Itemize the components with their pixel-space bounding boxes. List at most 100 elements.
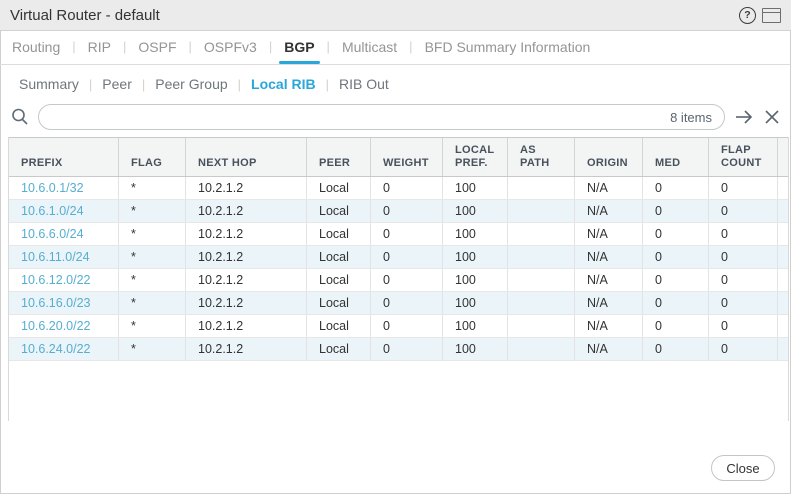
table-row[interactable]: 10.6.1.0/24 * 10.2.1.2 Local 0 100 N/A 0 0 bbox=[9, 200, 788, 223]
tab-separator: | bbox=[141, 76, 146, 92]
local-rib-table: PREFIX FLAG NEXT HOP PEER WEIGHT LOCAL PREF. A… bbox=[8, 137, 789, 421]
table-row[interactable]: 10.6.24.0/22 * 10.2.1.2 Local 0 100 N/A 0 0 bbox=[9, 338, 788, 361]
tab-peer-group[interactable]: Peer Group bbox=[155, 76, 228, 92]
cell-origin: N/A bbox=[575, 292, 643, 314]
table-row[interactable]: 10.6.6.0/24 * 10.2.1.2 Local 0 100 N/A 0 0 bbox=[9, 223, 788, 246]
prefix-link[interactable]: 10.6.0.1/32 bbox=[9, 177, 119, 199]
cell-med: 0 bbox=[643, 177, 709, 199]
column-header-next-hop[interactable]: NEXT HOP bbox=[186, 138, 307, 176]
prefix-link[interactable]: 10.6.12.0/22 bbox=[9, 269, 119, 291]
window-icon[interactable] bbox=[762, 7, 781, 23]
cell-med: 0 bbox=[643, 200, 709, 222]
column-header-local-pref[interactable]: LOCAL PREF. bbox=[443, 138, 508, 176]
search-input[interactable] bbox=[51, 108, 671, 126]
column-header-prefix[interactable]: PREFIX bbox=[9, 138, 119, 176]
cell-as-path bbox=[508, 315, 575, 337]
scrollbar-gutter-cell bbox=[778, 315, 788, 337]
cell-flag: * bbox=[119, 246, 186, 268]
tab-rib-out[interactable]: RIB Out bbox=[339, 76, 389, 92]
cell-peer: Local bbox=[307, 200, 371, 222]
sub-tabs: Summary | Peer | Peer Group | Local RIB | RIB Ou… bbox=[0, 65, 791, 101]
cell-weight: 0 bbox=[371, 200, 443, 222]
column-header-flap-count[interactable]: FLAP COUNT bbox=[709, 138, 778, 176]
cell-local-pref: 100 bbox=[443, 269, 508, 291]
tab-local-rib[interactable]: Local RIB bbox=[251, 76, 316, 92]
cell-local-pref: 100 bbox=[443, 200, 508, 222]
table-row[interactable]: 10.6.11.0/24 * 10.2.1.2 Local 0 100 N/A 0 0 bbox=[9, 246, 788, 269]
tab-separator: | bbox=[88, 76, 93, 92]
apply-filter-arrow-icon[interactable] bbox=[733, 107, 755, 127]
cell-flag: * bbox=[119, 177, 186, 199]
cell-origin: N/A bbox=[575, 315, 643, 337]
clear-filter-x-icon[interactable] bbox=[763, 108, 781, 126]
table-row[interactable]: 10.6.12.0/22 * 10.2.1.2 Local 0 100 N/A 0 0 bbox=[9, 269, 788, 292]
prefix-link[interactable]: 10.6.16.0/23 bbox=[9, 292, 119, 314]
cell-med: 0 bbox=[643, 338, 709, 360]
cell-flag: * bbox=[119, 269, 186, 291]
prefix-link[interactable]: 10.6.24.0/22 bbox=[9, 338, 119, 360]
tab-separator: | bbox=[325, 76, 329, 92]
help-icon[interactable]: ? bbox=[739, 6, 756, 24]
column-header-origin[interactable]: ORIGIN bbox=[575, 138, 643, 176]
filter-bar: 8 items bbox=[0, 101, 791, 137]
tab-ospfv3[interactable]: OSPFv3 bbox=[203, 39, 257, 55]
tab-separator: | bbox=[237, 76, 242, 92]
search-icon bbox=[10, 107, 30, 127]
prefix-link[interactable]: 10.6.20.0/22 bbox=[9, 315, 119, 337]
cell-weight: 0 bbox=[371, 269, 443, 291]
items-count: 8 items bbox=[670, 109, 712, 125]
cell-as-path bbox=[508, 292, 575, 314]
column-header-med[interactable]: MED bbox=[643, 138, 709, 176]
tab-peer[interactable]: Peer bbox=[102, 76, 132, 92]
tab-separator: | bbox=[123, 39, 127, 54]
table-row[interactable]: 10.6.20.0/22 * 10.2.1.2 Local 0 100 N/A 0 0 bbox=[9, 315, 788, 338]
cell-med: 0 bbox=[643, 269, 709, 291]
cell-flag: * bbox=[119, 315, 186, 337]
prefix-link[interactable]: 10.6.11.0/24 bbox=[9, 246, 119, 268]
tab-bfd-summary-information[interactable]: BFD Summary Information bbox=[424, 39, 591, 55]
prefix-link[interactable]: 10.6.1.0/24 bbox=[9, 200, 119, 222]
scrollbar-gutter-header bbox=[778, 138, 788, 176]
prefix-link[interactable]: 10.6.6.0/24 bbox=[9, 223, 119, 245]
scrollbar-gutter-cell bbox=[778, 292, 788, 314]
cell-flag: * bbox=[119, 223, 186, 245]
cell-origin: N/A bbox=[575, 223, 643, 245]
cell-flag: * bbox=[119, 338, 186, 360]
cell-weight: 0 bbox=[371, 315, 443, 337]
tab-bgp[interactable]: BGP bbox=[279, 31, 320, 64]
cell-next-hop: 10.2.1.2 bbox=[186, 177, 307, 199]
cell-origin: N/A bbox=[575, 177, 643, 199]
cell-peer: Local bbox=[307, 223, 371, 245]
cell-flag: * bbox=[119, 200, 186, 222]
column-header-peer[interactable]: PEER bbox=[307, 138, 371, 176]
column-header-flag[interactable]: FLAG bbox=[119, 138, 186, 176]
cell-weight: 0 bbox=[371, 177, 443, 199]
cell-as-path bbox=[508, 269, 575, 291]
dialog-title: Virtual Router - default bbox=[10, 6, 160, 24]
cell-as-path bbox=[508, 246, 575, 268]
cell-as-path bbox=[508, 338, 575, 360]
cell-flap-count: 0 bbox=[709, 315, 778, 337]
cell-weight: 0 bbox=[371, 246, 443, 268]
cell-weight: 0 bbox=[371, 338, 443, 360]
cell-local-pref: 100 bbox=[443, 177, 508, 199]
column-header-as-path[interactable]: AS PATH bbox=[508, 138, 575, 176]
tab-rip[interactable]: RIP bbox=[87, 39, 111, 55]
titlebar-icons: ? bbox=[739, 6, 781, 24]
tab-separator: | bbox=[268, 39, 273, 54]
cell-peer: Local bbox=[307, 177, 371, 199]
tab-multicast[interactable]: Multicast bbox=[341, 39, 398, 55]
tab-routing[interactable]: Routing bbox=[12, 39, 61, 55]
tab-ospf[interactable]: OSPF bbox=[138, 39, 177, 55]
table-body: 10.6.0.1/32 * 10.2.1.2 Local 0 100 N/A 0 0 10.6.1… bbox=[9, 177, 788, 361]
cell-flap-count: 0 bbox=[709, 246, 778, 268]
cell-next-hop: 10.2.1.2 bbox=[186, 200, 307, 222]
column-header-weight[interactable]: WEIGHT bbox=[371, 138, 443, 176]
cell-flap-count: 0 bbox=[709, 292, 778, 314]
tab-separator: | bbox=[409, 39, 413, 54]
cell-as-path bbox=[508, 177, 575, 199]
tab-summary[interactable]: Summary bbox=[19, 76, 79, 92]
table-row[interactable]: 10.6.0.1/32 * 10.2.1.2 Local 0 100 N/A 0 0 bbox=[9, 177, 788, 200]
table-row[interactable]: 10.6.16.0/23 * 10.2.1.2 Local 0 100 N/A 0 0 bbox=[9, 292, 788, 315]
close-button[interactable]: Close bbox=[711, 455, 775, 481]
